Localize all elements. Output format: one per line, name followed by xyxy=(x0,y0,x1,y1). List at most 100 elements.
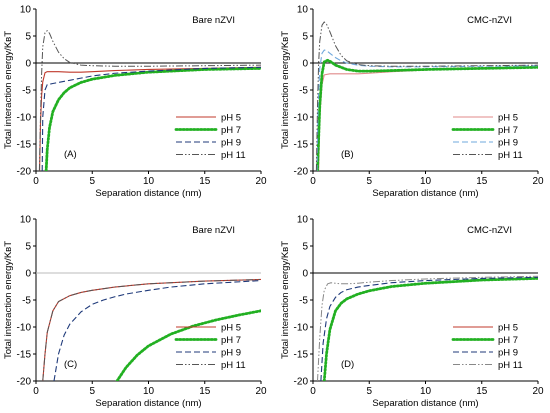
y-tick-label: -15 xyxy=(294,350,309,361)
x-tick-label: 5 xyxy=(366,386,372,397)
y-tick-label: -20 xyxy=(294,377,309,388)
y-axis-title: Total interaction energy/KʙT xyxy=(280,241,291,359)
y-tick-label: -20 xyxy=(294,167,309,178)
x-tick-label: 20 xyxy=(532,176,544,187)
y-tick-label: -5 xyxy=(22,296,31,307)
y-tick-label: 5 xyxy=(25,242,31,253)
series-line-ph-11 xyxy=(38,30,261,171)
legend-label: pH 5 xyxy=(221,113,241,124)
y-tick-label: -5 xyxy=(299,296,308,307)
y-axis-title: Total interaction energy/KʙT xyxy=(3,241,14,359)
series-line-ph-9 xyxy=(316,49,538,171)
panel-title: CMC-nZVI xyxy=(467,15,512,26)
plot-area xyxy=(42,278,261,381)
legend-label: pH 5 xyxy=(498,113,518,124)
x-axis-title: Separation distance (nm) xyxy=(95,188,201,199)
series-line-ph-9 xyxy=(320,276,538,381)
panel-letter: (A) xyxy=(64,149,77,160)
x-tick-label: 0 xyxy=(33,176,39,187)
legend-label: pH 5 xyxy=(221,323,241,334)
x-tick-label: 20 xyxy=(532,386,544,397)
y-tick-label: 10 xyxy=(297,5,309,16)
x-tick-label: 0 xyxy=(33,386,39,397)
legend: pH 5pH 7 pH 9pH 11 xyxy=(174,323,246,371)
y-axis-title: Total interaction energy/KʙT xyxy=(280,31,291,149)
x-tick-label: 15 xyxy=(476,386,488,397)
x-tick-label: 5 xyxy=(89,386,95,397)
series-line-ph-5 xyxy=(39,66,261,171)
series-line-ph-11 xyxy=(42,278,261,381)
panel-letter: (C) xyxy=(64,359,77,370)
chart-panel-a: -20 -15 -10 -5 0 5 10 0 5 10 15 20 Separation distan… xyxy=(3,5,267,200)
panel-title: Bare nZVI xyxy=(192,225,235,236)
panel-letter: (B) xyxy=(341,149,354,160)
y-tick-label: -10 xyxy=(294,113,309,124)
x-axis-title: Separation distance (nm) xyxy=(95,398,201,409)
series-line-ph-9 xyxy=(53,280,261,381)
x-tick-label: 10 xyxy=(143,386,155,397)
y-tick-label: -5 xyxy=(299,86,308,97)
legend-label: pH 11 xyxy=(221,360,246,371)
series-line-ph-9 xyxy=(41,66,261,171)
x-tick-label: 20 xyxy=(255,176,267,187)
x-tick-label: 5 xyxy=(366,176,372,187)
series-line-ph-7 xyxy=(322,277,538,381)
panel-title: CMC-nZVI xyxy=(467,225,512,236)
legend-label: pH 11 xyxy=(498,360,523,371)
y-tick-label: 0 xyxy=(25,269,31,280)
legend-label: pH 7 xyxy=(221,125,241,136)
x-tick-label: 10 xyxy=(420,176,432,187)
legend-label: pH 9 xyxy=(498,348,518,359)
panel-letter: (D) xyxy=(341,359,354,370)
legend-label: pH 9 xyxy=(498,138,518,149)
y-tick-label: 0 xyxy=(25,59,31,70)
x-tick-label: 10 xyxy=(420,386,432,397)
x-tick-label: 10 xyxy=(143,176,155,187)
legend-label: pH 7 xyxy=(221,335,241,346)
plot-area xyxy=(38,30,261,171)
plot-area xyxy=(317,275,538,381)
x-tick-label: 15 xyxy=(199,176,211,187)
x-tick-label: 0 xyxy=(310,386,316,397)
legend-label: pH 5 xyxy=(498,323,518,334)
y-tick-label: -10 xyxy=(17,113,32,124)
x-tick-label: 5 xyxy=(89,176,95,187)
x-tick-label: 0 xyxy=(310,176,316,187)
x-axis-title: Separation distance (nm) xyxy=(372,188,478,199)
y-tick-label: 0 xyxy=(302,59,308,70)
series-line-ph-7 xyxy=(316,58,538,171)
legend: pH 5pH 7 pH 9pH 11 xyxy=(174,113,246,161)
y-tick-label: -10 xyxy=(17,323,32,334)
x-tick-label: 20 xyxy=(255,386,267,397)
series-line-ph-11 xyxy=(315,21,538,171)
legend-label: pH 11 xyxy=(498,150,523,161)
y-tick-label: -15 xyxy=(17,350,32,361)
chart-panel-c: -20 -15 -10 -5 0 5 10 0 5 10 15 20 Separation distan… xyxy=(3,215,267,410)
legend-label: pH 9 xyxy=(221,348,241,359)
y-tick-label: 10 xyxy=(20,215,32,226)
legend-label: pH 11 xyxy=(221,150,246,161)
legend-label: pH 7 xyxy=(498,125,518,136)
legend-label: pH 9 xyxy=(221,138,241,149)
legend: pH 5pH 7 pH 9pH 11 xyxy=(451,113,523,161)
y-tick-label: -10 xyxy=(294,323,309,334)
x-tick-label: 15 xyxy=(199,386,211,397)
y-tick-label: 5 xyxy=(302,242,308,253)
y-tick-label: 10 xyxy=(20,5,32,16)
y-tick-label: 0 xyxy=(302,269,308,280)
legend: pH 5pH 7 pH 9pH 11 xyxy=(451,323,523,371)
panel-title: Bare nZVI xyxy=(192,15,235,26)
y-tick-label: -5 xyxy=(22,86,31,97)
y-tick-label: 5 xyxy=(25,32,31,43)
series-line-ph-7 xyxy=(115,309,261,381)
x-tick-label: 15 xyxy=(476,176,488,187)
chart-panel-b: -20 -15 -10 -5 0 5 10 0 5 10 15 20 Separation distan… xyxy=(280,5,544,200)
y-tick-label: 5 xyxy=(302,32,308,43)
legend-label: pH 7 xyxy=(498,335,518,346)
chart-panel-d: -20 -15 -10 -5 0 5 10 0 5 10 15 20 Separation distan… xyxy=(280,215,544,410)
y-tick-label: -20 xyxy=(17,377,32,388)
y-tick-label: 10 xyxy=(297,215,309,226)
x-axis-title: Separation distance (nm) xyxy=(372,398,478,409)
y-tick-label: -20 xyxy=(17,167,32,178)
